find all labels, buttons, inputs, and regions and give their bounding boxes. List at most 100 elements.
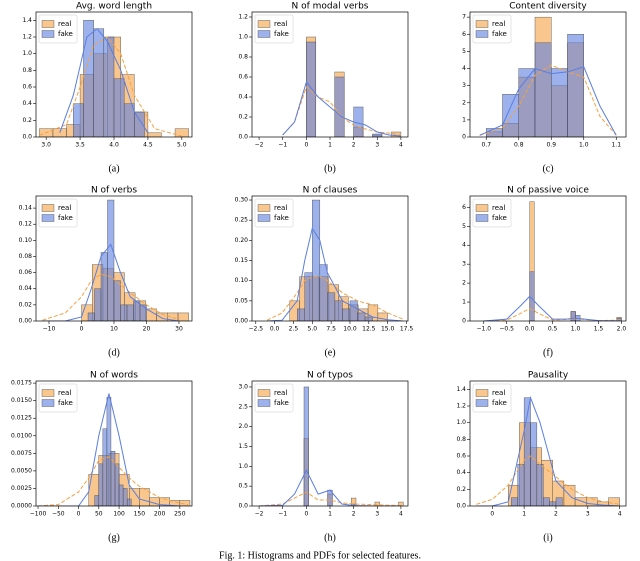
pdf-line <box>39 36 182 137</box>
histogram-bar <box>530 422 538 506</box>
legend: real fake <box>38 383 78 413</box>
histogram-bar <box>87 312 95 321</box>
legend-swatch <box>257 20 271 28</box>
y-tick-label: 1.0 <box>456 419 466 426</box>
x-tick-label: 0.9 <box>546 142 556 149</box>
panel: N of typos (h) −2 −1 0 1 2 3 4 0.0 0.5 1.0 1.5 2.0 2.5… <box>238 371 409 543</box>
y-tick-label: 1.0 <box>22 50 32 57</box>
histogram-bar <box>342 308 351 321</box>
x-tick-label: 3 <box>586 511 590 518</box>
panel-title: N of verbs <box>91 186 137 196</box>
y-tick-label: 2 <box>462 99 466 106</box>
pdf-line <box>476 455 620 505</box>
x-tick-label: −100 <box>30 511 47 518</box>
legend: real fake <box>472 383 512 413</box>
y-tick-label: 0.0025 <box>11 485 32 492</box>
y-tick-label: 0.05 <box>235 297 249 304</box>
axes-frame <box>469 11 627 138</box>
histogram-bar <box>106 396 112 506</box>
x-tick-label: 0.0 <box>270 326 280 333</box>
y-tick-label: 0.25 <box>235 217 249 224</box>
plot-area <box>39 20 189 137</box>
panel-label: (e) <box>324 347 335 358</box>
histogram-bar <box>555 497 563 506</box>
y-tick-label: 0.8 <box>238 54 248 61</box>
x-tick-label: 0 <box>304 511 308 518</box>
y-tick-label: 1 <box>462 299 466 306</box>
pdf-line <box>476 395 620 506</box>
legend: real fake <box>38 198 78 228</box>
x-tick-label: 17.5 <box>400 326 414 333</box>
legend-swatch <box>41 30 55 38</box>
legend-label: real <box>58 204 71 212</box>
legend-label: real <box>274 20 287 28</box>
histogram-bar <box>377 312 388 321</box>
histogram-bar <box>147 132 162 137</box>
legend: real fake <box>254 198 294 228</box>
x-tick-label: 0.8 <box>514 142 524 149</box>
x-tick-label: −1 <box>278 142 287 149</box>
y-tick-label: 0.0100 <box>11 432 32 439</box>
panel-title: N of clauses <box>303 186 358 196</box>
y-tick-label: 0.00 <box>235 318 249 325</box>
y-tick-label: 6 <box>462 31 466 38</box>
y-tick-label: 6 <box>462 204 466 211</box>
y-tick-label: 0.4 <box>456 469 466 476</box>
legend-swatch <box>475 30 489 38</box>
x-tick-label: 10.0 <box>343 326 357 333</box>
histogram-bar <box>551 68 568 137</box>
x-tick-label: 1 <box>522 511 526 518</box>
legend: real fake <box>254 383 294 413</box>
x-tick-label: −50 <box>52 511 65 518</box>
legend-swatch <box>41 20 55 28</box>
panel: N of verbs (d) −10 0 10 20 30 0.00 0.02 0.04 0.06 0… <box>19 186 193 358</box>
y-tick-label: 0.0175 <box>11 380 32 387</box>
panel-label: (d) <box>108 347 120 358</box>
x-tick-label: 0 <box>77 511 81 518</box>
histogram-bar <box>98 463 104 506</box>
y-tick-label: 0.0 <box>456 503 466 510</box>
y-tick-label: 1 <box>462 116 466 123</box>
y-tick-label: 0.8 <box>456 436 466 443</box>
pdf-line <box>37 456 189 506</box>
x-tick-label: 0.7 <box>481 142 491 149</box>
legend-swatch <box>257 214 271 222</box>
histogram-bar <box>303 386 309 506</box>
histogram-bar <box>118 484 124 506</box>
x-tick-label: 2.0 <box>617 326 627 333</box>
legend-label: real <box>274 204 287 212</box>
legend-label: fake <box>274 214 289 222</box>
legend-swatch <box>475 20 489 28</box>
panel-title: Pausality <box>528 371 569 381</box>
x-tick-label: 0 <box>490 511 494 518</box>
x-tick-label: 30 <box>175 326 183 333</box>
x-tick-label: 0.0 <box>525 326 535 333</box>
histogram-bar <box>306 41 317 137</box>
legend-label: real <box>274 389 287 397</box>
panel-label: (f) <box>543 347 553 358</box>
y-tick-label: 0.2 <box>456 486 466 493</box>
histogram-bar <box>139 304 147 321</box>
legend: real fake <box>254 14 294 44</box>
x-tick-label: 0.5 <box>548 326 558 333</box>
pdf-line <box>479 64 617 136</box>
legend-label: fake <box>274 30 289 38</box>
y-tick-label: 0.0000 <box>11 503 32 510</box>
axes-frame <box>251 380 409 507</box>
legend-label: real <box>492 20 505 28</box>
y-tick-label: 3 <box>462 261 466 268</box>
panel: Content diversity (c) 0.7 0.8 0.9 1.0 1.1 0 1 2 3 4… <box>462 2 627 174</box>
histogram-bar <box>319 264 328 321</box>
legend: real fake <box>38 14 78 44</box>
pdf-line <box>42 243 180 321</box>
legend-swatch <box>41 214 55 222</box>
panel-title: N of modal verbs <box>292 2 369 12</box>
pdf-line <box>479 66 617 136</box>
histogram-bar <box>511 497 518 506</box>
y-tick-label: 0.0 <box>238 134 248 141</box>
histogram-bar <box>549 501 557 506</box>
pdf-line <box>266 276 403 321</box>
histogram-bar <box>114 463 120 506</box>
y-tick-label: 0.0150 <box>11 397 32 404</box>
y-tick-label: 0.20 <box>235 237 249 244</box>
